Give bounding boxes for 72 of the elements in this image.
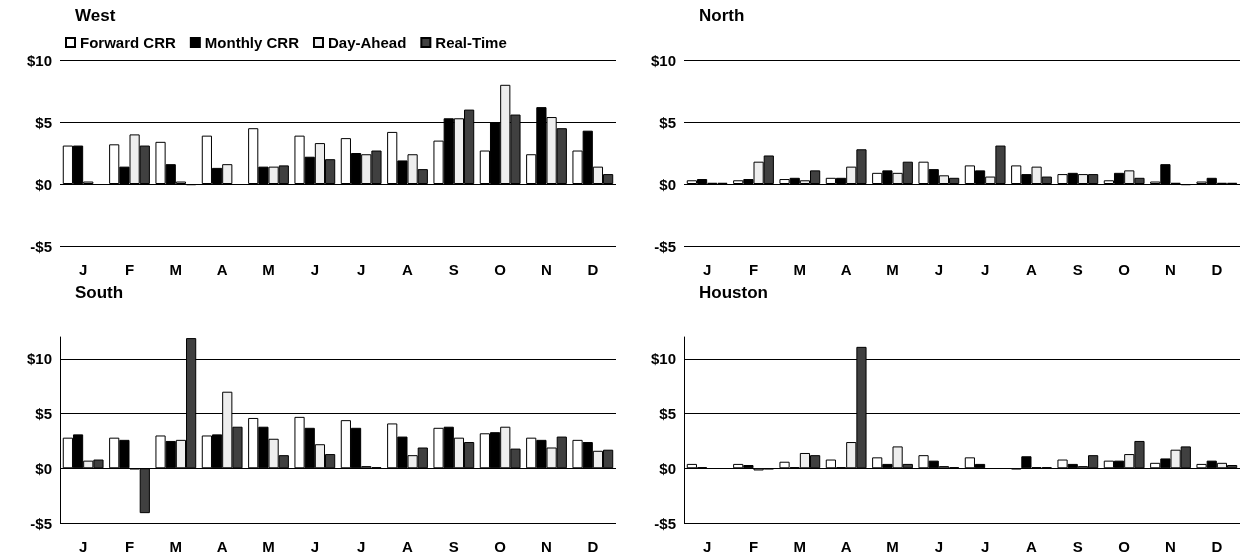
y-tick-label: $0 [35,459,52,477]
x-tick-label: D [1211,261,1223,278]
x-tick-label: S [1072,261,1083,278]
chart-title: South [75,283,124,302]
x-tick-label: J [78,538,88,555]
y-tick-label: $0 [35,175,52,193]
chart-title: Houston [699,283,768,302]
x-tick-label: M [262,261,275,278]
legend-label: Day-Ahead [327,34,407,51]
y-tick-label: $5 [35,405,52,423]
x-tick-label: O [494,538,507,555]
x-tick-label: M [793,538,807,555]
x-tick-label: J [702,538,712,555]
y-tick-label: $10 [650,350,676,368]
x-tick-label: A [216,538,228,555]
y-tick-label: $10 [26,51,52,69]
x-tick-label: M [169,538,183,555]
x-tick-label: M [886,538,899,555]
x-tick-label: J [78,261,88,278]
x-tick-label: A [840,261,852,278]
legend-label: Monthly CRR [204,34,300,51]
y-tick-label: -$5 [654,237,676,255]
x-tick-label: J [356,261,366,278]
chart-title: West [75,6,116,25]
x-tick-label: S [448,261,459,278]
x-tick-label: S [448,538,459,555]
x-tick-label: D [1211,538,1223,555]
x-tick-label: A [402,261,414,278]
x-tick-label: O [1118,261,1131,278]
x-tick-label: S [1072,538,1083,555]
x-tick-label: J [934,538,944,555]
x-tick-label: M [262,538,275,555]
y-tick-label: $0 [659,175,676,193]
x-tick-label: A [216,261,228,278]
chart-title: North [699,6,745,25]
x-tick-label: M [793,261,807,278]
y-tick-label: $5 [659,405,676,423]
x-tick-label: O [1118,538,1131,555]
x-tick-label: J [980,538,990,555]
x-tick-label: N [1165,538,1176,555]
y-tick-label: -$5 [30,237,52,255]
legend-label: Real-Time [435,34,507,51]
x-tick-label: D [587,538,599,555]
x-tick-label: F [124,538,135,555]
x-tick-label: J [310,538,320,555]
x-tick-label: N [541,261,552,278]
y-tick-label: -$5 [654,514,676,532]
x-tick-label: O [494,261,507,278]
y-tick-label: $10 [26,350,52,368]
x-tick-label: J [702,261,712,278]
x-tick-label: A [402,538,414,555]
x-tick-label: J [980,261,990,278]
x-tick-label: J [934,261,944,278]
x-tick-label: F [748,261,759,278]
x-tick-label: J [310,261,320,278]
y-tick-label: -$5 [30,514,52,532]
x-tick-label: F [124,261,135,278]
x-tick-label: A [1026,261,1038,278]
x-tick-label: N [541,538,552,555]
y-tick-label: $0 [659,459,676,477]
y-tick-label: $5 [659,113,676,131]
x-tick-label: F [748,538,759,555]
y-tick-label: $10 [650,51,676,69]
x-tick-label: M [169,261,183,278]
x-tick-label: M [886,261,899,278]
x-tick-label: D [587,261,599,278]
legend-label: Forward CRR [80,34,176,51]
x-tick-label: N [1165,261,1176,278]
x-tick-label: A [840,538,852,555]
x-tick-label: A [1026,538,1038,555]
y-tick-label: $5 [35,113,52,131]
x-tick-label: J [356,538,366,555]
